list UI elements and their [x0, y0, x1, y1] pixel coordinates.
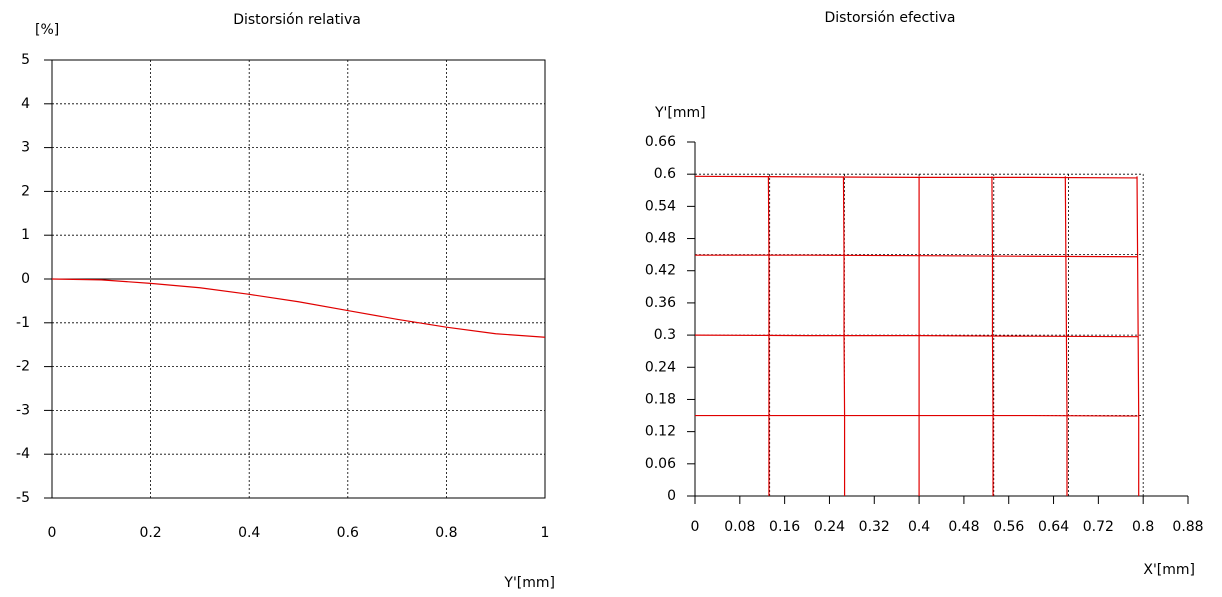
chart-title: Distorsión relativa	[233, 12, 361, 28]
x-tick-label: 0.16	[769, 519, 800, 535]
y-tick-label: 0.12	[645, 424, 676, 440]
y-tick-label: -3	[16, 402, 30, 418]
y-tick-label: 3	[21, 140, 30, 156]
y-tick-label: 0.06	[645, 456, 676, 472]
x-tick-label: 0.56	[993, 519, 1024, 535]
x-tick-label: 1	[541, 525, 550, 541]
y-tick-label: -4	[16, 446, 30, 462]
x-tick-label: 0.24	[814, 519, 845, 535]
y-tick-label: 1	[21, 227, 30, 243]
x-tick-label: 0.8	[1132, 519, 1154, 535]
x-tick-label: 0.32	[859, 519, 890, 535]
y-tick-label: 0.66	[645, 134, 676, 150]
y-tick-label: 0	[21, 271, 30, 287]
x-tick-label: 0.72	[1083, 519, 1114, 535]
y-tick-label: 0.42	[645, 263, 676, 279]
data-line	[695, 254, 1138, 258]
y-tick-label: -1	[16, 315, 30, 331]
x-tick-label: 0.08	[724, 519, 755, 535]
y-tick-label: 0.24	[645, 359, 676, 375]
y-tick-label: 4	[21, 96, 30, 112]
x-tick-label: 0.6	[337, 525, 359, 541]
x-tick-label: 0.48	[948, 519, 979, 535]
y-tick-label: 5	[21, 52, 30, 68]
x-tick-label: 0	[48, 525, 57, 541]
x-tick-label: 0.8	[435, 525, 457, 541]
data-line	[842, 176, 846, 496]
x-axis-label: Y'[mm]	[503, 575, 555, 591]
x-tick-label: 0.2	[139, 525, 161, 541]
y-tick-label: -2	[16, 359, 30, 375]
data-line	[991, 176, 994, 496]
x-tick-label: 0.4	[238, 525, 260, 541]
data-line	[51, 278, 546, 338]
x-tick-label: 0.4	[908, 519, 930, 535]
x-tick-label: 0	[691, 519, 700, 535]
y-tick-label: 2	[21, 183, 30, 199]
x-tick-label: 0.64	[1038, 519, 1069, 535]
y-tick-label: -5	[16, 490, 30, 506]
data-line	[695, 414, 1138, 417]
x-tick-label: 0.88	[1172, 519, 1203, 535]
data-line	[694, 175, 1138, 179]
y-tick-label: 0.36	[645, 295, 676, 311]
y-axis-label: Y'[mm]	[654, 105, 706, 121]
y-tick-label: 0.18	[645, 391, 676, 407]
chart-title: Distorsión efectiva	[825, 10, 956, 26]
y-tick-label: 0	[667, 488, 676, 504]
data-line	[767, 176, 770, 496]
x-axis-label: X'[mm]	[1143, 562, 1195, 578]
y-tick-label: 0.6	[654, 166, 676, 182]
y-tick-label: 0.3	[654, 327, 676, 343]
y-tick-label: 0.48	[645, 231, 676, 247]
data-line	[1064, 176, 1068, 496]
y-axis-label: [%]	[35, 22, 59, 38]
data-line	[1136, 176, 1140, 496]
y-tick-label: 0.54	[645, 198, 676, 214]
